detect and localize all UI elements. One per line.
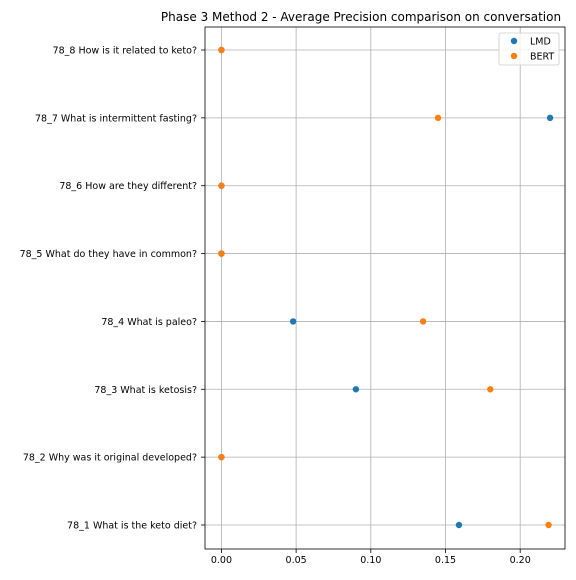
point-bert (545, 521, 552, 529)
legend-label-lmd: LMD (530, 37, 551, 48)
point-lmd (455, 521, 463, 529)
point-bert (434, 114, 442, 122)
y-tick-label: 78_4 What is paleo? (101, 317, 197, 328)
legend: LMD BERT (498, 32, 560, 66)
x-tick-label: 0.15 (435, 555, 456, 566)
point-bert (218, 182, 225, 189)
point-bert (487, 386, 494, 393)
point-bert (419, 318, 427, 325)
point-bert (218, 250, 225, 257)
x-tick-label: 0.20 (510, 555, 531, 566)
legend-marker-lmd (510, 37, 518, 45)
legend-label-bert: BERT (530, 52, 554, 63)
chart-title: Phase 3 Method 2 - Average Precision com… (161, 10, 561, 24)
y-tick-label: 78_6 How are they different? (59, 181, 197, 192)
legend-marker-bert (510, 52, 518, 60)
y-tick-label: 78_3 What is ketosis? (94, 385, 197, 396)
point-bert (218, 46, 225, 54)
x-tick-label: 0.00 (211, 555, 232, 566)
point-lmd (546, 114, 554, 122)
point-lmd (352, 386, 360, 393)
y-tick-label: 78_7 What is intermittent fasting? (35, 113, 197, 124)
point-bert (218, 453, 225, 461)
y-tick-label: 78_5 What do they have in common? (20, 249, 197, 260)
plot-area (204, 26, 566, 550)
x-tick-label: 0.10 (360, 555, 381, 566)
point-lmd (289, 318, 297, 325)
y-tick-label: 78_8 How is it related to keto? (53, 46, 197, 57)
y-tick-label: 78_1 What is the keto diet? (67, 521, 197, 532)
x-tick-label: 0.05 (286, 555, 307, 566)
y-tick-label: 78_2 Why was it original developed? (23, 453, 197, 464)
